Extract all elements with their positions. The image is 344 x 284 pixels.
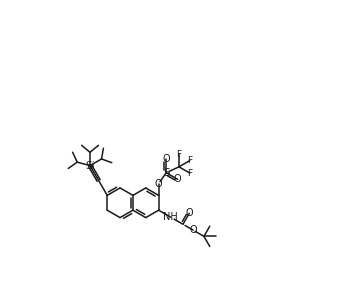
- Text: O: O: [189, 225, 197, 235]
- Text: F: F: [187, 169, 192, 178]
- Text: O: O: [185, 208, 193, 218]
- Text: F: F: [176, 150, 182, 159]
- Text: O: O: [155, 179, 162, 189]
- Text: Si: Si: [85, 160, 95, 171]
- Text: O: O: [162, 154, 170, 164]
- Text: NH: NH: [163, 212, 178, 222]
- Text: F: F: [187, 156, 192, 165]
- Text: O: O: [174, 174, 182, 184]
- Text: S: S: [163, 168, 170, 178]
